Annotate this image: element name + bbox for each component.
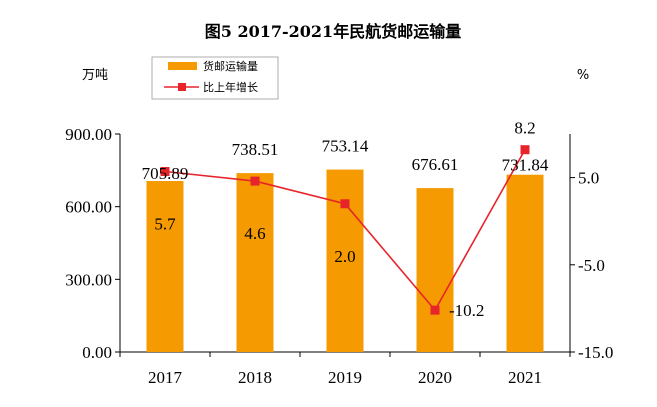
growth-marker xyxy=(520,145,530,155)
x-tick-label: 2019 xyxy=(328,368,362,387)
growth-marker xyxy=(430,305,440,315)
bar-value-label: 676.61 xyxy=(412,155,459,174)
chart-title: 图5 2017-2021年民航货邮运输量 xyxy=(205,22,461,41)
bar-value-label: 731.84 xyxy=(502,156,549,175)
left-tick-label: 600.00 xyxy=(65,198,112,217)
legend-swatch-marker xyxy=(178,83,186,91)
right-axis-unit: % xyxy=(577,68,589,83)
right-tick-label: 5.0 xyxy=(578,169,599,188)
growth-value-label: 4.6 xyxy=(244,224,265,243)
bar-value-label: 738.51 xyxy=(232,140,279,159)
x-tick-label: 2020 xyxy=(418,368,452,387)
left-tick-label: 900.00 xyxy=(65,125,112,144)
bar xyxy=(236,173,274,352)
growth-value-label: 8.2 xyxy=(514,119,535,138)
bar-value-label: 753.14 xyxy=(322,137,369,156)
left-tick-label: 300.00 xyxy=(65,270,112,289)
x-tick-label: 2017 xyxy=(148,368,183,387)
growth-value-label: -10.2 xyxy=(449,301,484,320)
x-tick-label: 2018 xyxy=(238,368,272,387)
growth-marker xyxy=(160,166,170,176)
left-axis-unit: 万吨 xyxy=(82,68,108,83)
bar xyxy=(506,174,544,352)
legend-label-bar: 货邮运输量 xyxy=(203,59,258,73)
bar xyxy=(416,188,454,352)
bar xyxy=(146,181,184,352)
growth-value-label: 2.0 xyxy=(334,247,355,266)
right-tick-label: -5.0 xyxy=(578,256,605,275)
bar-value-label: 705.89 xyxy=(142,164,189,183)
growth-marker xyxy=(340,199,350,209)
right-tick-label: -15.0 xyxy=(578,343,613,362)
growth-marker xyxy=(250,176,260,186)
legend: 货邮运输量 比上年增长 xyxy=(151,56,279,100)
growth-value-label: 5.7 xyxy=(154,214,176,233)
x-tick-label: 2021 xyxy=(508,368,542,387)
legend-swatch-bar xyxy=(168,62,197,70)
legend-label-line: 比上年增长 xyxy=(203,80,258,94)
left-tick-label: 0.00 xyxy=(82,343,112,362)
